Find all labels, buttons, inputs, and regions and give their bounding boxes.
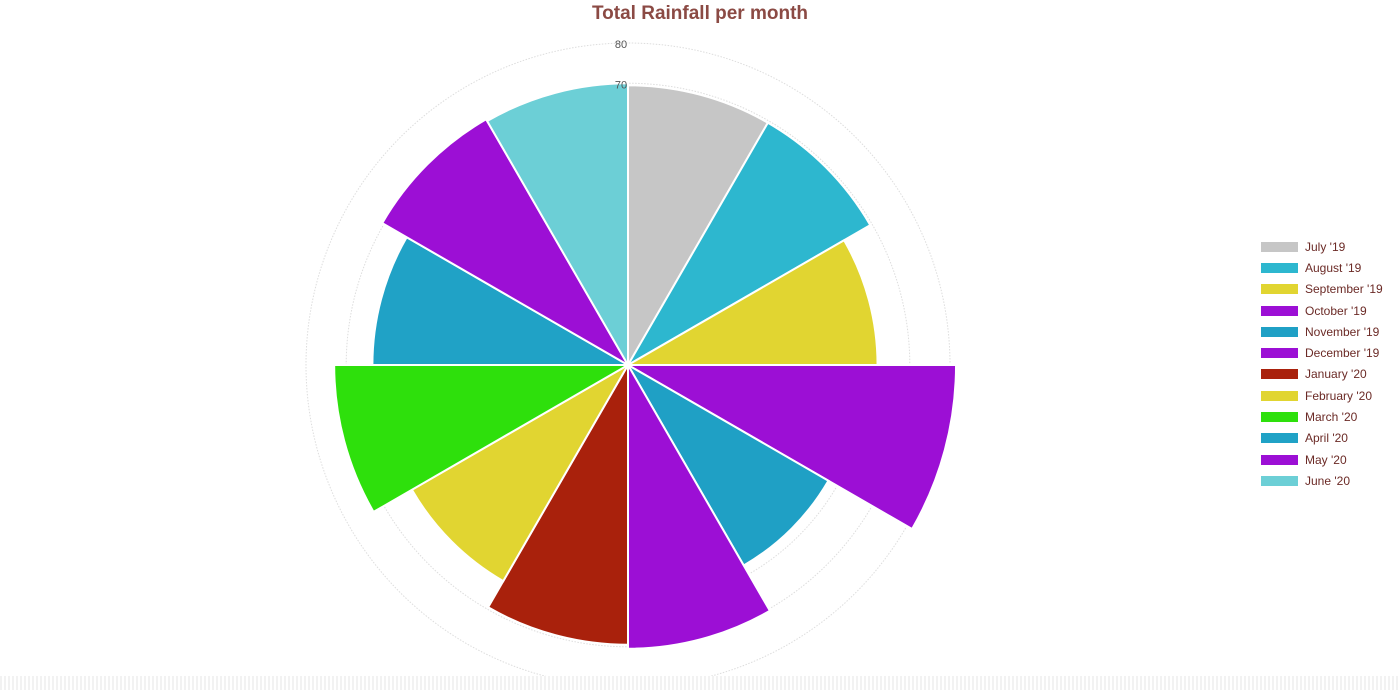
legend-swatch-april-20 bbox=[1261, 433, 1298, 444]
slice-november-19[interactable] bbox=[625, 362, 830, 567]
legend-item-july-19[interactable]: July '19 bbox=[1261, 236, 1383, 257]
legend-item-january-20[interactable]: January '20 bbox=[1261, 364, 1383, 385]
slice-june-20[interactable] bbox=[485, 82, 629, 369]
slice-october-19[interactable] bbox=[624, 364, 958, 531]
legend-label-april-20: April '20 bbox=[1305, 431, 1348, 446]
legend-swatch-november-19 bbox=[1261, 326, 1298, 337]
legend-item-november-19[interactable]: November '19 bbox=[1261, 321, 1383, 342]
legend-label-july-19: July '19 bbox=[1305, 239, 1346, 254]
legend-swatch-february-20 bbox=[1261, 390, 1298, 401]
legend-item-december-19[interactable]: December '19 bbox=[1261, 342, 1383, 363]
bottom-divider-strip bbox=[0, 676, 1400, 690]
legend-label-january-20: January '20 bbox=[1305, 367, 1367, 382]
legend-item-march-20[interactable]: March '20 bbox=[1261, 406, 1383, 427]
slice-december-19[interactable] bbox=[627, 361, 772, 650]
legend-label-september-19: September '19 bbox=[1305, 282, 1383, 297]
chart-slices bbox=[333, 82, 958, 650]
chart-title: Total Rainfall per month bbox=[591, 3, 809, 24]
legend-swatch-december-19 bbox=[1261, 348, 1298, 359]
legend-item-april-20[interactable]: April '20 bbox=[1261, 428, 1383, 449]
chart-legend: July '19 August '19 September '19 October '… bbox=[1261, 236, 1383, 492]
legend-swatch-september-19 bbox=[1261, 284, 1298, 295]
legend-swatch-march-20 bbox=[1261, 412, 1298, 423]
slice-march-20[interactable] bbox=[333, 364, 632, 514]
legend-label-may-20: May '20 bbox=[1305, 452, 1347, 467]
legend-item-september-19[interactable]: September '19 bbox=[1261, 279, 1383, 300]
legend-item-august-19[interactable]: August '19 bbox=[1261, 257, 1383, 278]
legend-label-august-19: August '19 bbox=[1305, 260, 1362, 275]
legend-swatch-june-20 bbox=[1261, 475, 1298, 486]
slice-august-19[interactable] bbox=[625, 121, 872, 368]
legend-item-february-20[interactable]: February '20 bbox=[1261, 385, 1383, 406]
slice-september-19[interactable] bbox=[624, 238, 879, 366]
legend-label-november-19: November '19 bbox=[1305, 324, 1380, 339]
legend-label-october-19: October '19 bbox=[1305, 303, 1367, 318]
legend-label-december-19: December '19 bbox=[1305, 346, 1380, 361]
slice-july-19[interactable] bbox=[627, 84, 770, 369]
legend-swatch-july-19 bbox=[1261, 241, 1298, 252]
slice-may-20[interactable] bbox=[380, 117, 631, 368]
legend-swatch-august-19 bbox=[1261, 262, 1298, 273]
radial-tick-labels: 70 80 bbox=[615, 39, 627, 91]
legend-label-february-20: February '20 bbox=[1305, 388, 1372, 403]
legend-label-march-20: March '20 bbox=[1305, 410, 1358, 425]
legend-item-may-20[interactable]: May '20 bbox=[1261, 449, 1383, 470]
tick-label-70: 70 bbox=[615, 79, 627, 91]
legend-item-october-19[interactable]: October '19 bbox=[1261, 300, 1383, 321]
tick-label-80: 80 bbox=[615, 39, 627, 51]
slice-february-20[interactable] bbox=[410, 362, 631, 583]
legend-swatch-october-19 bbox=[1261, 305, 1298, 316]
legend-swatch-january-20 bbox=[1261, 369, 1298, 380]
slice-january-20[interactable] bbox=[486, 361, 629, 646]
legend-swatch-may-20 bbox=[1261, 454, 1298, 465]
slice-april-20[interactable] bbox=[371, 235, 632, 366]
legend-label-june-20: June '20 bbox=[1305, 473, 1350, 488]
legend-item-june-20[interactable]: June '20 bbox=[1261, 470, 1383, 491]
